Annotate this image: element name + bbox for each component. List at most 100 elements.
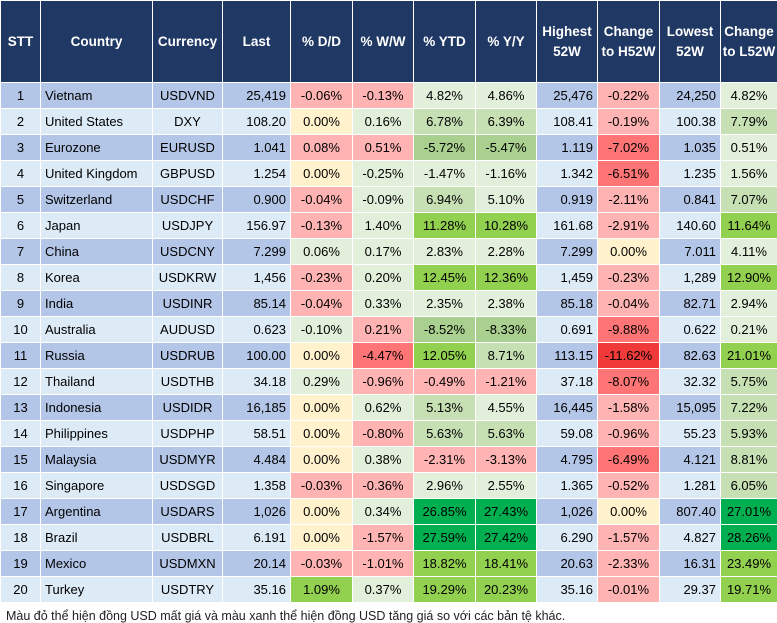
cell-last: 100.00 <box>223 343 291 369</box>
cell-yy: 2.55% <box>476 473 537 499</box>
cell-low52w: 29.37 <box>660 577 721 603</box>
cell-high52w: 20.63 <box>537 551 598 577</box>
cell-ytd: 27.59% <box>414 525 476 551</box>
cell-country: Singapore <box>41 473 153 499</box>
cell-ytd: 5.63% <box>414 421 476 447</box>
cell-ww: 0.37% <box>353 577 414 603</box>
cell-last: 7.299 <box>223 239 291 265</box>
cell-currency: USDSGD <box>153 473 223 499</box>
cell-stt: 16 <box>1 473 41 499</box>
cell-stt: 14 <box>1 421 41 447</box>
cell-currency: USDARS <box>153 499 223 525</box>
cell-low52w: 15,095 <box>660 395 721 421</box>
cell-ww: -0.96% <box>353 369 414 395</box>
cell-yy: 8.71% <box>476 343 537 369</box>
cell-change-h52w: -8.07% <box>598 369 660 395</box>
cell-country: Japan <box>41 213 153 239</box>
cell-country: Malaysia <box>41 447 153 473</box>
cell-currency: USDKRW <box>153 265 223 291</box>
header-ww: % W/W <box>353 1 414 83</box>
cell-dd: -0.04% <box>291 187 353 213</box>
cell-change-h52w: -9.88% <box>598 317 660 343</box>
cell-yy: -5.47% <box>476 135 537 161</box>
cell-last: 108.20 <box>223 109 291 135</box>
cell-change-l52w: 6.05% <box>721 473 777 499</box>
cell-high52w: 1.342 <box>537 161 598 187</box>
cell-low52w: 140.60 <box>660 213 721 239</box>
cell-country: Vietnam <box>41 83 153 109</box>
cell-yy: -8.33% <box>476 317 537 343</box>
cell-yy: 27.43% <box>476 499 537 525</box>
cell-yy: 12.36% <box>476 265 537 291</box>
cell-currency: GBPUSD <box>153 161 223 187</box>
cell-low52w: 1.035 <box>660 135 721 161</box>
cell-ytd: -5.72% <box>414 135 476 161</box>
cell-stt: 4 <box>1 161 41 187</box>
cell-currency: USDTHB <box>153 369 223 395</box>
cell-ww: 1.40% <box>353 213 414 239</box>
cell-low52w: 55.23 <box>660 421 721 447</box>
cell-low52w: 1.235 <box>660 161 721 187</box>
cell-stt: 12 <box>1 369 41 395</box>
header-yy: % Y/Y <box>476 1 537 83</box>
cell-yy: -1.16% <box>476 161 537 187</box>
cell-change-h52w: -1.57% <box>598 525 660 551</box>
cell-last: 156.97 <box>223 213 291 239</box>
cell-change-h52w: -0.52% <box>598 473 660 499</box>
cell-change-h52w: -11.62% <box>598 343 660 369</box>
cell-high52w: 1,026 <box>537 499 598 525</box>
cell-country: Australia <box>41 317 153 343</box>
cell-low52w: 4.121 <box>660 447 721 473</box>
cell-currency: USDRUB <box>153 343 223 369</box>
cell-currency: USDBRL <box>153 525 223 551</box>
cell-change-l52w: 5.93% <box>721 421 777 447</box>
cell-high52w: 108.41 <box>537 109 598 135</box>
cell-currency: USDMYR <box>153 447 223 473</box>
cell-last: 4.484 <box>223 447 291 473</box>
cell-ytd: 2.96% <box>414 473 476 499</box>
cell-yy: 5.63% <box>476 421 537 447</box>
cell-ww: 0.17% <box>353 239 414 265</box>
header-change-l52w: Change to L52W <box>721 1 777 83</box>
cell-last: 1.254 <box>223 161 291 187</box>
header-currency: Currency <box>153 1 223 83</box>
cell-ww: -4.47% <box>353 343 414 369</box>
cell-change-h52w: -0.96% <box>598 421 660 447</box>
cell-change-h52w: 0.00% <box>598 499 660 525</box>
cell-high52w: 1.365 <box>537 473 598 499</box>
cell-change-l52w: 5.75% <box>721 369 777 395</box>
cell-ww: -0.36% <box>353 473 414 499</box>
cell-last: 0.900 <box>223 187 291 213</box>
cell-ytd: 2.83% <box>414 239 476 265</box>
cell-high52w: 0.919 <box>537 187 598 213</box>
cell-change-h52w: -0.04% <box>598 291 660 317</box>
cell-country: Mexico <box>41 551 153 577</box>
cell-ytd: -8.52% <box>414 317 476 343</box>
cell-ww: 0.62% <box>353 395 414 421</box>
cell-ytd: 19.29% <box>414 577 476 603</box>
cell-yy: 20.23% <box>476 577 537 603</box>
cell-dd: 0.00% <box>291 395 353 421</box>
cell-yy: 27.42% <box>476 525 537 551</box>
cell-ww: -1.01% <box>353 551 414 577</box>
cell-stt: 13 <box>1 395 41 421</box>
cell-low52w: 0.841 <box>660 187 721 213</box>
cell-high52w: 161.68 <box>537 213 598 239</box>
cell-stt: 3 <box>1 135 41 161</box>
cell-stt: 17 <box>1 499 41 525</box>
cell-currency: USDCHF <box>153 187 223 213</box>
cell-low52w: 4.827 <box>660 525 721 551</box>
cell-last: 1,026 <box>223 499 291 525</box>
cell-country: Brazil <box>41 525 153 551</box>
cell-change-l52w: 7.79% <box>721 109 777 135</box>
cell-dd: -0.03% <box>291 551 353 577</box>
cell-ytd: 6.78% <box>414 109 476 135</box>
cell-change-h52w: -2.33% <box>598 551 660 577</box>
